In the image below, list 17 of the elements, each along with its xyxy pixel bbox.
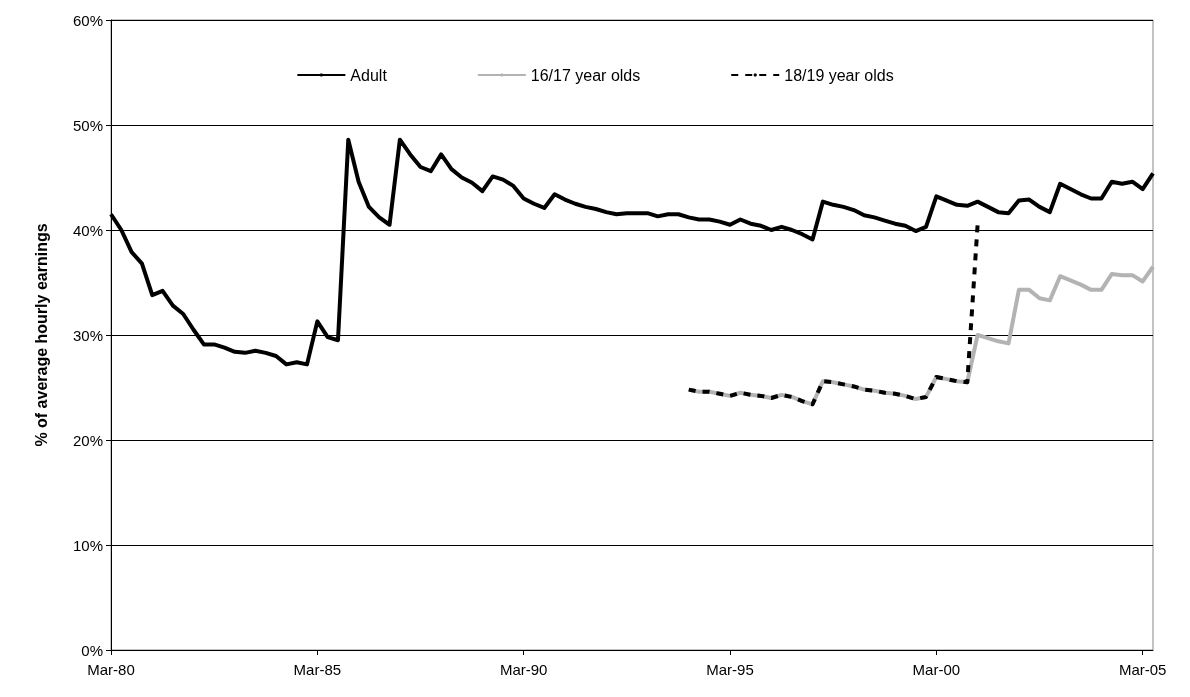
x-tick-label: Mar-90: [499, 661, 548, 678]
x-tick-label: Mar-80: [87, 661, 135, 678]
legend-label: 18/19 year olds: [784, 66, 894, 84]
y-tick-label: 60%: [72, 11, 103, 29]
y-axis-title: % of average hourly earnings: [32, 223, 50, 447]
y-tick-label: 20%: [72, 431, 103, 449]
legend-label: Adult: [350, 66, 388, 84]
y-tick-label: 30%: [72, 326, 103, 344]
x-tick-label: Mar-05: [1118, 661, 1167, 678]
x-tick-label: Mar-00: [912, 661, 961, 678]
y-tick-label: 10%: [72, 536, 103, 554]
y-tick-label: 0%: [81, 641, 103, 659]
x-tick-label: Mar-95: [706, 661, 754, 678]
y-tick-label: 50%: [72, 116, 103, 134]
legend-label: 16/17 year olds: [530, 66, 641, 84]
y-tick-label: 40%: [72, 221, 103, 239]
x-tick-label: Mar-85: [293, 661, 342, 678]
